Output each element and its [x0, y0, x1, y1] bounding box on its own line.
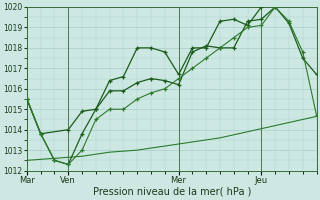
X-axis label: Pression niveau de la mer( hPa ): Pression niveau de la mer( hPa ) — [92, 187, 251, 197]
